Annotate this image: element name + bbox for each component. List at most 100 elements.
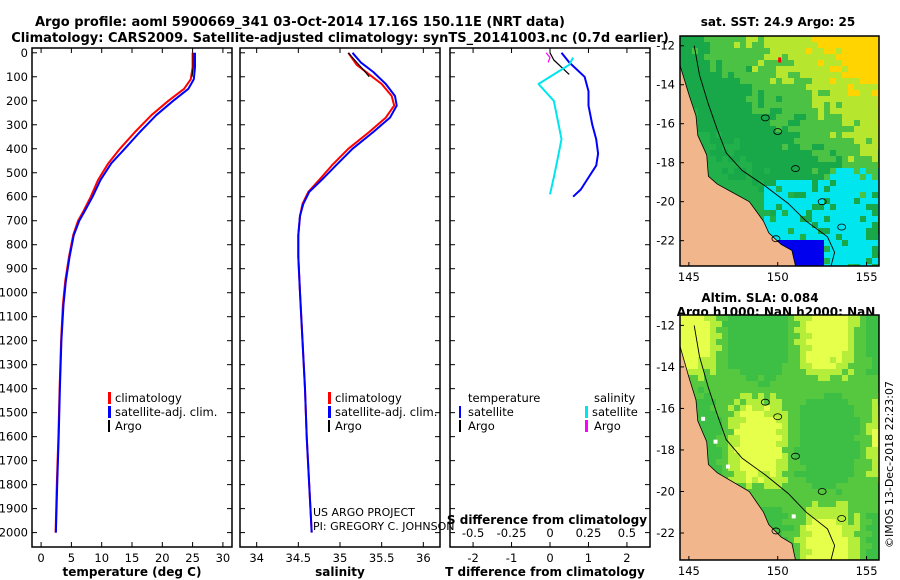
map-cell: [698, 102, 704, 108]
map-cell: [824, 345, 830, 351]
map-cell: [866, 240, 872, 246]
map-cell: [722, 321, 728, 327]
map-cell: [836, 96, 842, 102]
map-cell: [854, 222, 860, 228]
map-cell: [776, 204, 782, 210]
map-cell: [758, 471, 764, 477]
map-cell: [734, 174, 740, 180]
project-label: US ARGO PROJECT: [313, 506, 415, 519]
map-cell: [848, 471, 854, 477]
map-cell: [704, 60, 710, 66]
map-cell: [788, 36, 794, 42]
map-cell: [800, 96, 806, 102]
map-cell: [740, 417, 746, 423]
map-cell: [794, 156, 800, 162]
map-cell: [734, 96, 740, 102]
map-cell: [776, 84, 782, 90]
map-cell: [812, 132, 818, 138]
map-cell: [710, 459, 716, 465]
map-cell: [806, 537, 812, 543]
map-cell: [824, 399, 830, 405]
map-cell: [698, 114, 704, 120]
difference-plot: -2 -1 0 1 2-0.5 -0.25 0 0.25 0.5: [450, 48, 650, 565]
map-cell: [782, 525, 788, 531]
map-cell: [776, 345, 782, 351]
map-cell: [842, 441, 848, 447]
map-cell: [740, 411, 746, 417]
map-cell: [824, 513, 830, 519]
map-cell: [800, 543, 806, 549]
map-cell: [800, 66, 806, 72]
map-cell: [872, 162, 878, 168]
map-cell: [824, 222, 830, 228]
map-cell: [794, 162, 800, 168]
map-cell: [770, 132, 776, 138]
map-cell: [800, 264, 806, 266]
map-cell: [728, 441, 734, 447]
map-cell: [806, 513, 812, 519]
map-cell: [818, 483, 824, 489]
map-cell: [800, 447, 806, 453]
map-cell: [800, 114, 806, 120]
map-cell: [746, 465, 752, 471]
map-cell: [818, 417, 824, 423]
map-cell: [698, 357, 704, 363]
map-cell: [848, 120, 854, 126]
map-cell: [866, 102, 872, 108]
map-cell: [788, 525, 794, 531]
map-cell: [842, 108, 848, 114]
map-cell: [770, 507, 776, 513]
map-cell: [830, 477, 836, 483]
map-cell: [710, 78, 716, 84]
map-cell: [842, 507, 848, 513]
map-cell: [866, 258, 872, 264]
map-cell: [770, 441, 776, 447]
map-cell: [866, 132, 872, 138]
map-cell: [860, 72, 866, 78]
map-cell: [872, 150, 878, 156]
map-cell: [824, 483, 830, 489]
map-cell: [818, 156, 824, 162]
map-cell: [818, 375, 824, 381]
map-cell: [872, 216, 878, 222]
map-cell: [830, 78, 836, 84]
map-cell: [872, 345, 878, 351]
map-cell: [848, 186, 854, 192]
map-cell: [800, 252, 806, 258]
map-cell: [728, 102, 734, 108]
map-cell: [830, 507, 836, 513]
map-cell: [752, 78, 758, 84]
map-cell: [794, 180, 800, 186]
map-cell: [734, 363, 740, 369]
map-cell: [872, 180, 878, 186]
map-cell: [728, 459, 734, 465]
map-cell: [758, 477, 764, 483]
map-cell: [776, 453, 782, 459]
map-cell: [866, 198, 872, 204]
map-cell: [806, 465, 812, 471]
map-cell: [764, 66, 770, 72]
map-cell: [800, 405, 806, 411]
map-cell: [812, 537, 818, 543]
map-cell: [872, 465, 878, 471]
map-cell: [812, 210, 818, 216]
map-cell: [752, 471, 758, 477]
x-tick-label: 20: [155, 551, 170, 565]
map-cell: [872, 144, 878, 150]
map-cell: [806, 180, 812, 186]
map-cell: [806, 453, 812, 459]
map-cell: [776, 210, 782, 216]
map-cell: [704, 36, 710, 42]
map-cell: [848, 216, 854, 222]
map-cell: [872, 228, 878, 234]
map-cell: [728, 345, 734, 351]
map-cell: [812, 78, 818, 84]
map-cell: [824, 150, 830, 156]
map-cell: [866, 339, 872, 345]
map-cell: [836, 144, 842, 150]
map-cell: [824, 48, 830, 54]
map-cell: [806, 84, 812, 90]
map-cell: [698, 126, 704, 132]
map-cell: [812, 126, 818, 132]
map-cell: [698, 66, 704, 72]
